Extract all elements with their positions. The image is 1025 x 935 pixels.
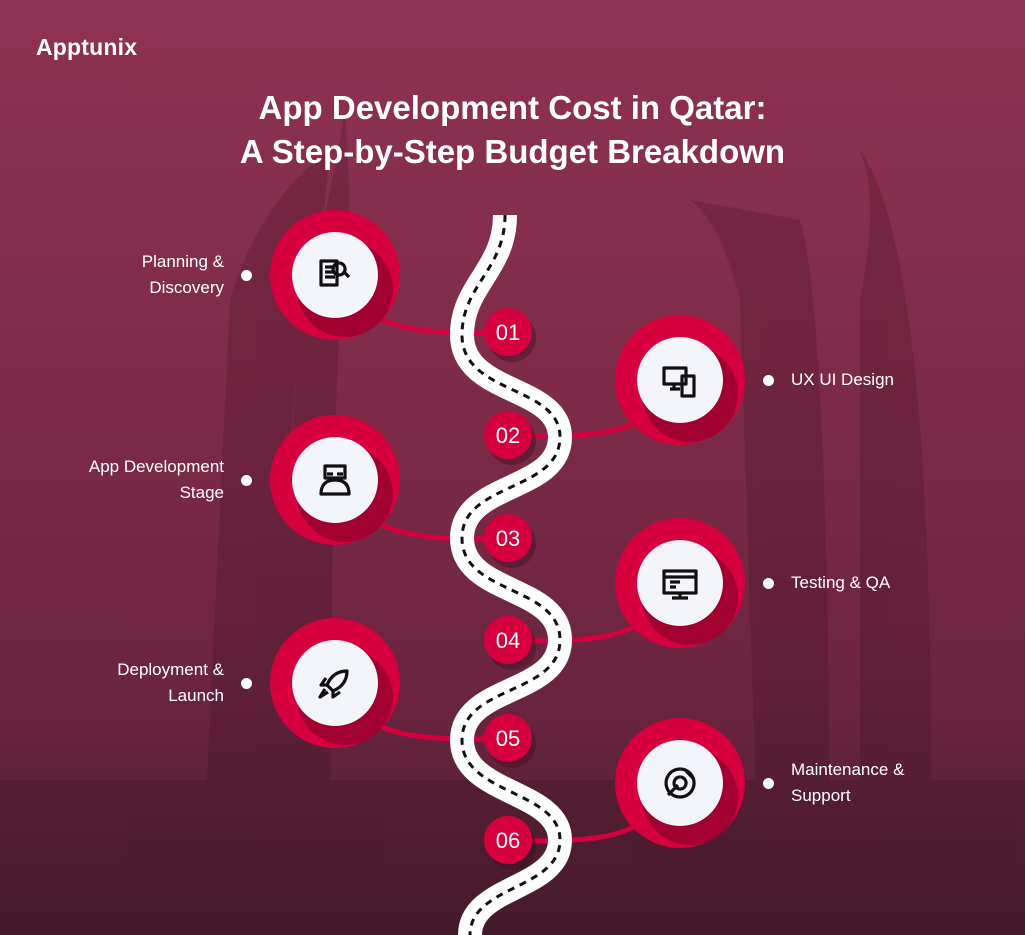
step-label-line: Deployment & — [117, 660, 224, 679]
step-label-line: Stage — [179, 483, 224, 502]
label-bullet — [241, 475, 252, 486]
step-label-line: Discovery — [149, 278, 224, 297]
step-label-03: App Development Stage — [24, 454, 224, 506]
step-label-06: Maintenance & Support — [791, 757, 904, 809]
devices-icon — [662, 366, 696, 398]
step-label-line: App Development — [88, 457, 224, 476]
step-label-line: Launch — [168, 686, 224, 705]
rocket-icon — [318, 669, 349, 699]
step-icon-disc — [292, 640, 378, 726]
label-bullet — [241, 270, 252, 281]
page-title: App Development Cost in Qatar: A Step-by… — [0, 86, 1025, 174]
step-badge — [484, 816, 532, 864]
label-bullet — [763, 778, 774, 789]
step-number: 05 — [496, 726, 520, 751]
step-number: 02 — [496, 423, 520, 448]
monitor-test-icon — [662, 569, 698, 600]
step-label-05: Deployment & Launch — [24, 657, 224, 709]
step-label-line: Testing & QA — [791, 573, 891, 592]
step-number: 04 — [496, 628, 520, 653]
step-label-line: Planning & — [141, 252, 224, 271]
step-label-line: UX UI Design — [791, 370, 894, 389]
step-number: 06 — [496, 828, 520, 853]
road-center-line — [460, 214, 562, 935]
developer-icon — [319, 464, 351, 496]
step-icon-disc — [637, 337, 723, 423]
title-line-1: App Development Cost in Qatar: — [258, 89, 767, 126]
document-search-icon — [319, 259, 351, 287]
step-label-line: Support — [791, 786, 851, 805]
gear-wrench-icon — [664, 767, 696, 799]
step-badge — [484, 514, 532, 562]
step-label-01: Planning & Discovery — [24, 249, 224, 301]
label-bullet — [763, 375, 774, 386]
step-badge — [484, 714, 532, 762]
label-bullet — [241, 678, 252, 689]
step-label-04: Testing & QA — [791, 570, 890, 596]
step-badge — [484, 411, 532, 459]
title-line-2: A Step-by-Step Budget Breakdown — [239, 133, 786, 170]
step-badge — [484, 616, 532, 664]
step-label-line: Maintenance & — [791, 760, 905, 779]
step-icon-disc — [637, 740, 723, 826]
step-badge — [484, 308, 532, 356]
step-label-02: UX UI Design — [791, 367, 894, 393]
step-number: 01 — [496, 320, 520, 345]
label-bullet — [763, 578, 774, 589]
apptunix-logo: Apptunix — [36, 34, 138, 60]
step-number: 03 — [496, 526, 520, 551]
